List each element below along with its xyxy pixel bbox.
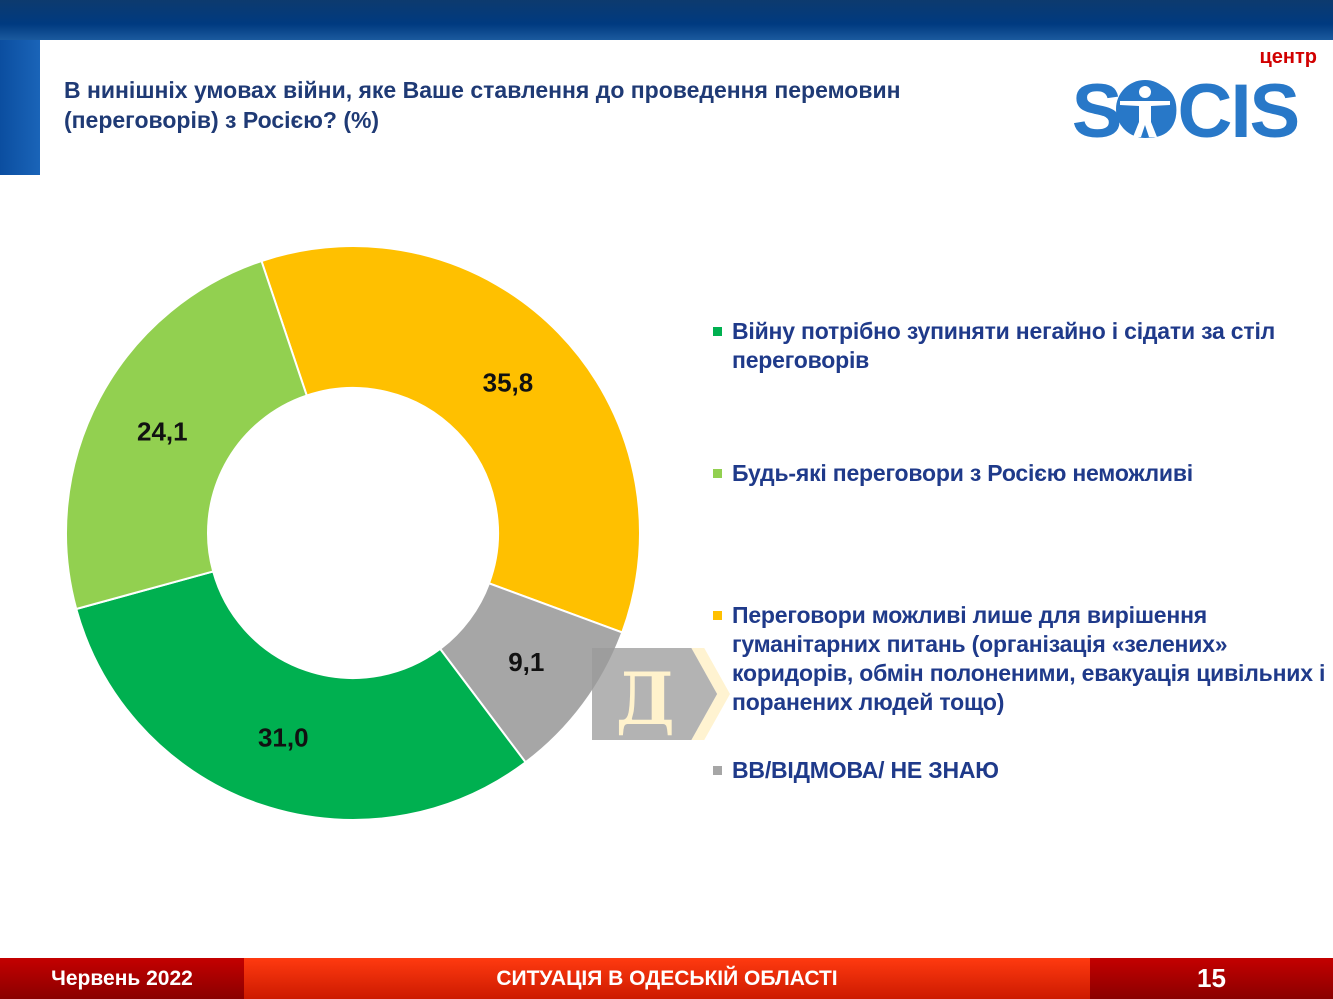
legend-item-dont-know: ВВ/ВІДМОВА/ НЕ ЗНАЮ bbox=[713, 756, 1328, 785]
footer-date: Червень 2022 bbox=[0, 958, 244, 999]
socis-logo: центр SOCIS bbox=[1072, 46, 1317, 145]
next-arrow-overlay[interactable]: Д bbox=[592, 648, 730, 740]
footer: Червень 2022 СИТУАЦІЯ В ОДЕСЬКІЙ ОБЛАСТІ… bbox=[0, 958, 1333, 999]
page-number: 15 bbox=[1090, 958, 1333, 999]
legend-swatch bbox=[713, 327, 722, 336]
svg-text:SOCIS: SOCIS bbox=[1072, 69, 1299, 145]
overlay-letter: Д bbox=[616, 657, 675, 740]
svg-text:центр: центр bbox=[1259, 46, 1317, 68]
data-label: 31,0 bbox=[258, 722, 309, 752]
legend-swatch bbox=[713, 469, 722, 478]
legend-swatch bbox=[713, 766, 722, 775]
data-label: 9,1 bbox=[508, 647, 544, 677]
data-label: 35,8 bbox=[483, 368, 534, 398]
data-label: 24,1 bbox=[137, 417, 188, 447]
footer-section: СИТУАЦІЯ В ОДЕСЬКІЙ ОБЛАСТІ bbox=[496, 966, 838, 990]
top-banner bbox=[0, 0, 1333, 40]
donut-chart: 35,8 9,1 31,0 24,1 bbox=[65, 245, 641, 821]
donut-slice bbox=[75, 570, 527, 821]
donut-slice bbox=[65, 259, 309, 611]
page-title: В нинішніх умовах війни, яке Ваше ставле… bbox=[64, 77, 901, 133]
legend-item-humanitarian: Переговори можливі лише для вирішення гу… bbox=[713, 601, 1328, 717]
legend-item-stop-war: Війну потрібно зупиняти негайно і сідати… bbox=[713, 317, 1328, 375]
left-accent-block bbox=[0, 40, 40, 175]
donut-slice bbox=[260, 245, 641, 634]
legend-item-impossible: Будь-які переговори з Росією неможливі bbox=[713, 459, 1328, 488]
legend-swatch bbox=[713, 611, 722, 620]
